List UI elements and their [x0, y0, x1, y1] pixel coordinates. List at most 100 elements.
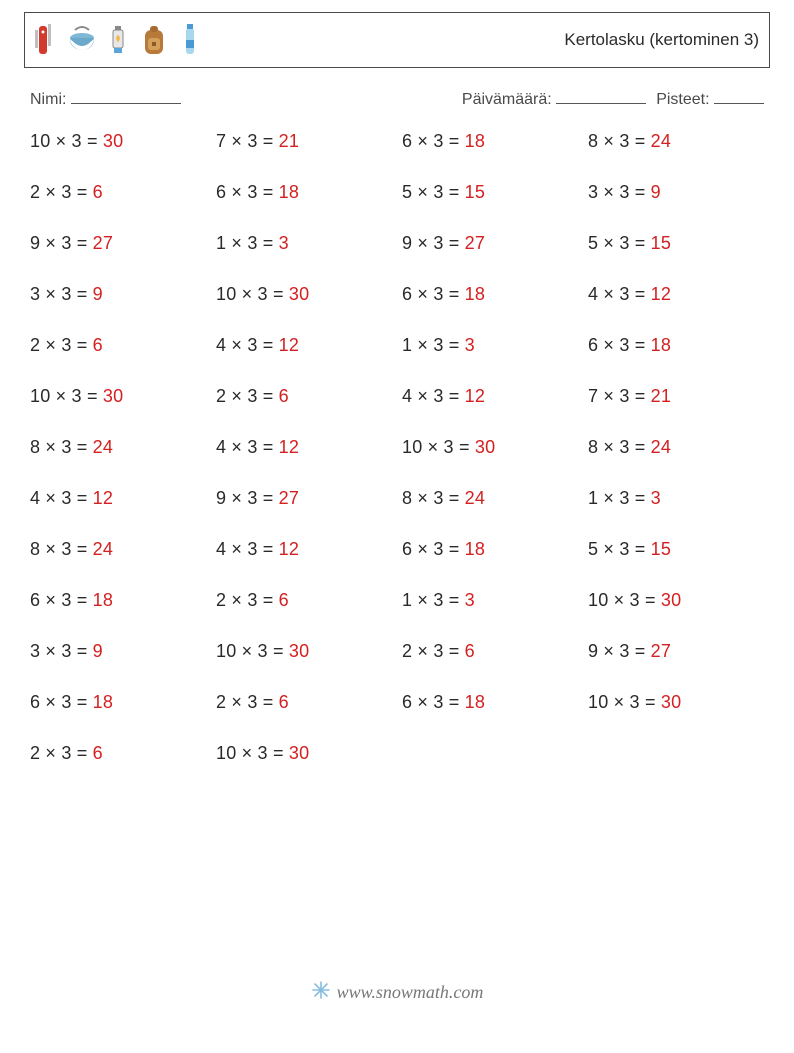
problem-expression: 7 × 3 = — [588, 386, 651, 406]
problem-answer: 30 — [475, 437, 495, 457]
problem-answer: 18 — [93, 590, 113, 610]
problem: 10 × 3 = 30 — [588, 590, 764, 611]
problem-answer: 30 — [103, 131, 123, 151]
problem: 7 × 3 = 21 — [216, 131, 392, 152]
problem-expression: 4 × 3 = — [30, 488, 93, 508]
problem-expression: 8 × 3 = — [588, 131, 651, 151]
problem: 6 × 3 = 18 — [402, 284, 578, 305]
problem-answer: 24 — [465, 488, 485, 508]
problem-expression: 1 × 3 = — [588, 488, 651, 508]
problem-answer: 30 — [661, 692, 681, 712]
problem-answer: 24 — [93, 539, 113, 559]
backpack-icon — [139, 20, 169, 60]
problem-expression: 2 × 3 = — [216, 692, 279, 712]
problem-answer: 12 — [651, 284, 671, 304]
footer: www.snowmath.com — [0, 980, 794, 1005]
problem: 4 × 3 = 12 — [402, 386, 578, 407]
problem: 10 × 3 = 30 — [216, 641, 392, 662]
problem-expression: 4 × 3 = — [216, 539, 279, 559]
problem-expression: 8 × 3 = — [402, 488, 465, 508]
score-blank — [714, 88, 764, 104]
problem-expression: 5 × 3 = — [402, 182, 465, 202]
problem-expression: 6 × 3 = — [402, 284, 465, 304]
problem-answer: 9 — [93, 641, 103, 661]
problem: 2 × 3 = 6 — [30, 335, 206, 356]
problem-expression: 1 × 3 = — [402, 335, 465, 355]
problem-expression: 5 × 3 = — [588, 233, 651, 253]
problem-answer: 18 — [651, 335, 671, 355]
date-blank — [556, 88, 646, 104]
problem: 3 × 3 = 9 — [588, 182, 764, 203]
problem-answer: 30 — [661, 590, 681, 610]
problem-expression: 5 × 3 = — [588, 539, 651, 559]
problem-answer: 6 — [93, 335, 103, 355]
problem-answer: 9 — [93, 284, 103, 304]
problem-answer: 21 — [651, 386, 671, 406]
problem-answer: 30 — [289, 284, 309, 304]
problems-grid: 10 × 3 = 30 7 × 3 = 21 6 × 3 = 18 8 × 3 = 2… — [30, 131, 764, 764]
problem: 4 × 3 = 12 — [216, 335, 392, 356]
problem-expression: 2 × 3 = — [30, 182, 93, 202]
score-label: Pisteet: — [656, 91, 709, 108]
lantern-icon — [103, 20, 133, 60]
name-label: Nimi: — [30, 91, 66, 108]
info-line: Nimi: Päivämäärä: Pisteet: — [30, 88, 764, 109]
problem-expression: 9 × 3 = — [30, 233, 93, 253]
problem-answer: 27 — [651, 641, 671, 661]
problem-answer: 3 — [279, 233, 289, 253]
snowflake-icon — [311, 980, 331, 1005]
problem-expression: 6 × 3 = — [30, 590, 93, 610]
problem-expression: 8 × 3 = — [30, 437, 93, 457]
problem-expression: 10 × 3 = — [402, 437, 475, 457]
problem-expression: 10 × 3 = — [216, 641, 289, 661]
problem-answer: 27 — [465, 233, 485, 253]
problem-expression: 10 × 3 = — [30, 386, 103, 406]
problem-expression: 1 × 3 = — [402, 590, 465, 610]
problem-answer: 12 — [93, 488, 113, 508]
problem: 7 × 3 = 21 — [588, 386, 764, 407]
problem-expression: 10 × 3 = — [216, 743, 289, 763]
problem-answer: 24 — [651, 437, 671, 457]
problem-expression: 1 × 3 = — [216, 233, 279, 253]
problem-answer: 27 — [279, 488, 299, 508]
problem-expression: 2 × 3 = — [216, 386, 279, 406]
problem-answer: 24 — [93, 437, 113, 457]
problem-answer: 27 — [93, 233, 113, 253]
name-blank — [71, 88, 181, 104]
problem-expression: 3 × 3 = — [30, 284, 93, 304]
problem: 4 × 3 = 12 — [216, 437, 392, 458]
problem-answer: 12 — [279, 335, 299, 355]
problem: 3 × 3 = 9 — [30, 641, 206, 662]
problem: 9 × 3 = 27 — [216, 488, 392, 509]
problem-expression: 6 × 3 = — [588, 335, 651, 355]
problem-answer: 3 — [465, 335, 475, 355]
problem: 4 × 3 = 12 — [588, 284, 764, 305]
problem: 1 × 3 = 3 — [588, 488, 764, 509]
problem: 1 × 3 = 3 — [216, 233, 392, 254]
problem: 4 × 3 = 12 — [30, 488, 206, 509]
problem: 6 × 3 = 18 — [588, 335, 764, 356]
problem-expression: 6 × 3 = — [402, 539, 465, 559]
problem-answer: 24 — [651, 131, 671, 151]
problem-answer: 18 — [465, 131, 485, 151]
problem: 10 × 3 = 30 — [216, 284, 392, 305]
problem-answer: 30 — [289, 641, 309, 661]
problem-answer: 18 — [465, 692, 485, 712]
problem: 8 × 3 = 24 — [402, 488, 578, 509]
problem-expression: 10 × 3 = — [30, 131, 103, 151]
problem-expression: 6 × 3 = — [30, 692, 93, 712]
problem-expression: 7 × 3 = — [216, 131, 279, 151]
problem-answer: 6 — [279, 386, 289, 406]
problem-expression: 4 × 3 = — [588, 284, 651, 304]
problem: 9 × 3 = 27 — [402, 233, 578, 254]
worksheet-title: Kertolasku (kertominen 3) — [564, 30, 759, 50]
problem-answer: 6 — [279, 692, 289, 712]
problem: 2 × 3 = 6 — [216, 386, 392, 407]
problem-expression: 9 × 3 = — [216, 488, 279, 508]
problem: 5 × 3 = 15 — [588, 539, 764, 560]
problem: 6 × 3 = 18 — [402, 539, 578, 560]
problem-answer: 18 — [465, 539, 485, 559]
problem-expression: 9 × 3 = — [588, 641, 651, 661]
date-label: Päivämäärä: — [462, 91, 552, 108]
problem-answer: 3 — [465, 590, 475, 610]
